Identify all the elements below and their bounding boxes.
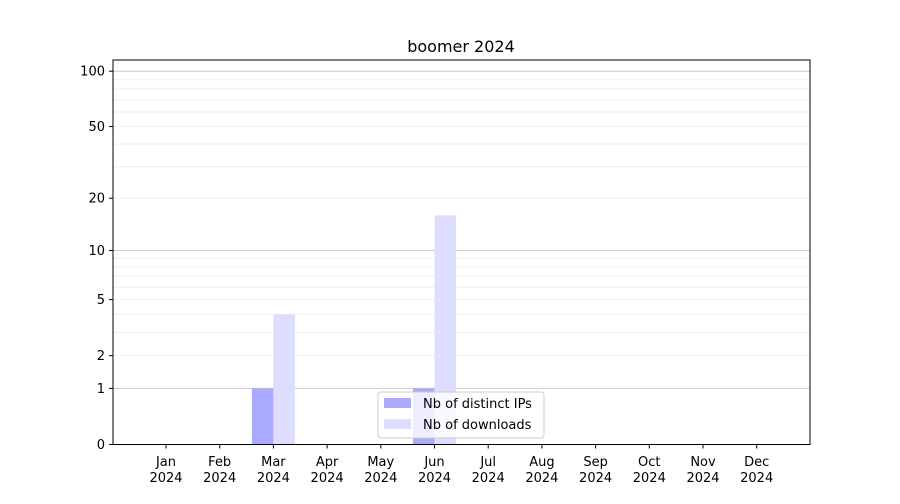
legend-box — [377, 391, 545, 439]
x-tick-label-month: Jun — [423, 455, 444, 470]
chart-title: boomer 2024 — [407, 37, 515, 56]
x-axis: Jan2024Feb2024Mar2024Apr2024May2024Jun20… — [149, 444, 773, 486]
y-tick-label: 50 — [88, 120, 105, 135]
y-tick-label: 0 — [97, 438, 105, 453]
bar-distinct-ips — [251, 388, 274, 445]
y-tick-label: 10 — [88, 244, 105, 259]
y-tick-label: 20 — [88, 192, 105, 207]
x-tick-label-month: Apr — [316, 455, 339, 470]
legend-swatch — [384, 419, 411, 429]
legend-label: Nb of distinct IPs — [423, 397, 532, 412]
bar-downloads — [273, 314, 295, 445]
x-tick-label-month: Dec — [744, 455, 769, 470]
x-tick-label-month: Feb — [208, 455, 231, 470]
x-tick-label-month: Jan — [155, 455, 176, 470]
x-tick-label-year: 2024 — [579, 471, 612, 486]
x-tick-label-month: Nov — [690, 455, 716, 470]
x-tick-label-year: 2024 — [149, 471, 182, 486]
legend-label: Nb of downloads — [423, 418, 532, 433]
gridlines — [113, 70, 810, 389]
y-tick-label: 5 — [97, 293, 105, 308]
plot-frame — [112, 59, 811, 445]
x-tick-label-month: May — [367, 455, 394, 470]
x-tick-label-month: Aug — [529, 455, 554, 470]
x-tick-label-year: 2024 — [257, 471, 290, 486]
x-tick-label-year: 2024 — [203, 471, 236, 486]
x-tick-label-year: 2024 — [525, 471, 558, 486]
x-tick-label-month: Jul — [479, 455, 496, 470]
bar-downloads — [434, 215, 456, 445]
y-axis: 0 1 2 5 10 20 50 100 — [80, 65, 113, 453]
x-tick-label-year: 2024 — [686, 471, 719, 486]
y-tick-label: 1 — [97, 382, 105, 397]
x-tick-label-month: Sep — [583, 455, 608, 470]
x-tick-label-month: Oct — [638, 455, 660, 470]
x-tick-label-year: 2024 — [633, 471, 666, 486]
x-tick-label-year: 2024 — [364, 471, 397, 486]
x-tick-label-year: 2024 — [740, 471, 773, 486]
legend-swatch — [384, 398, 411, 408]
x-tick-label-year: 2024 — [472, 471, 505, 486]
y-tick-label: 100 — [80, 65, 105, 80]
legend: Nb of distinct IPs Nb of downloads — [377, 391, 545, 439]
x-tick-label-year: 2024 — [311, 471, 344, 486]
x-tick-label-month: Mar — [261, 455, 286, 470]
x-tick-label-year: 2024 — [418, 471, 451, 486]
y-tick-label: 2 — [97, 349, 105, 364]
